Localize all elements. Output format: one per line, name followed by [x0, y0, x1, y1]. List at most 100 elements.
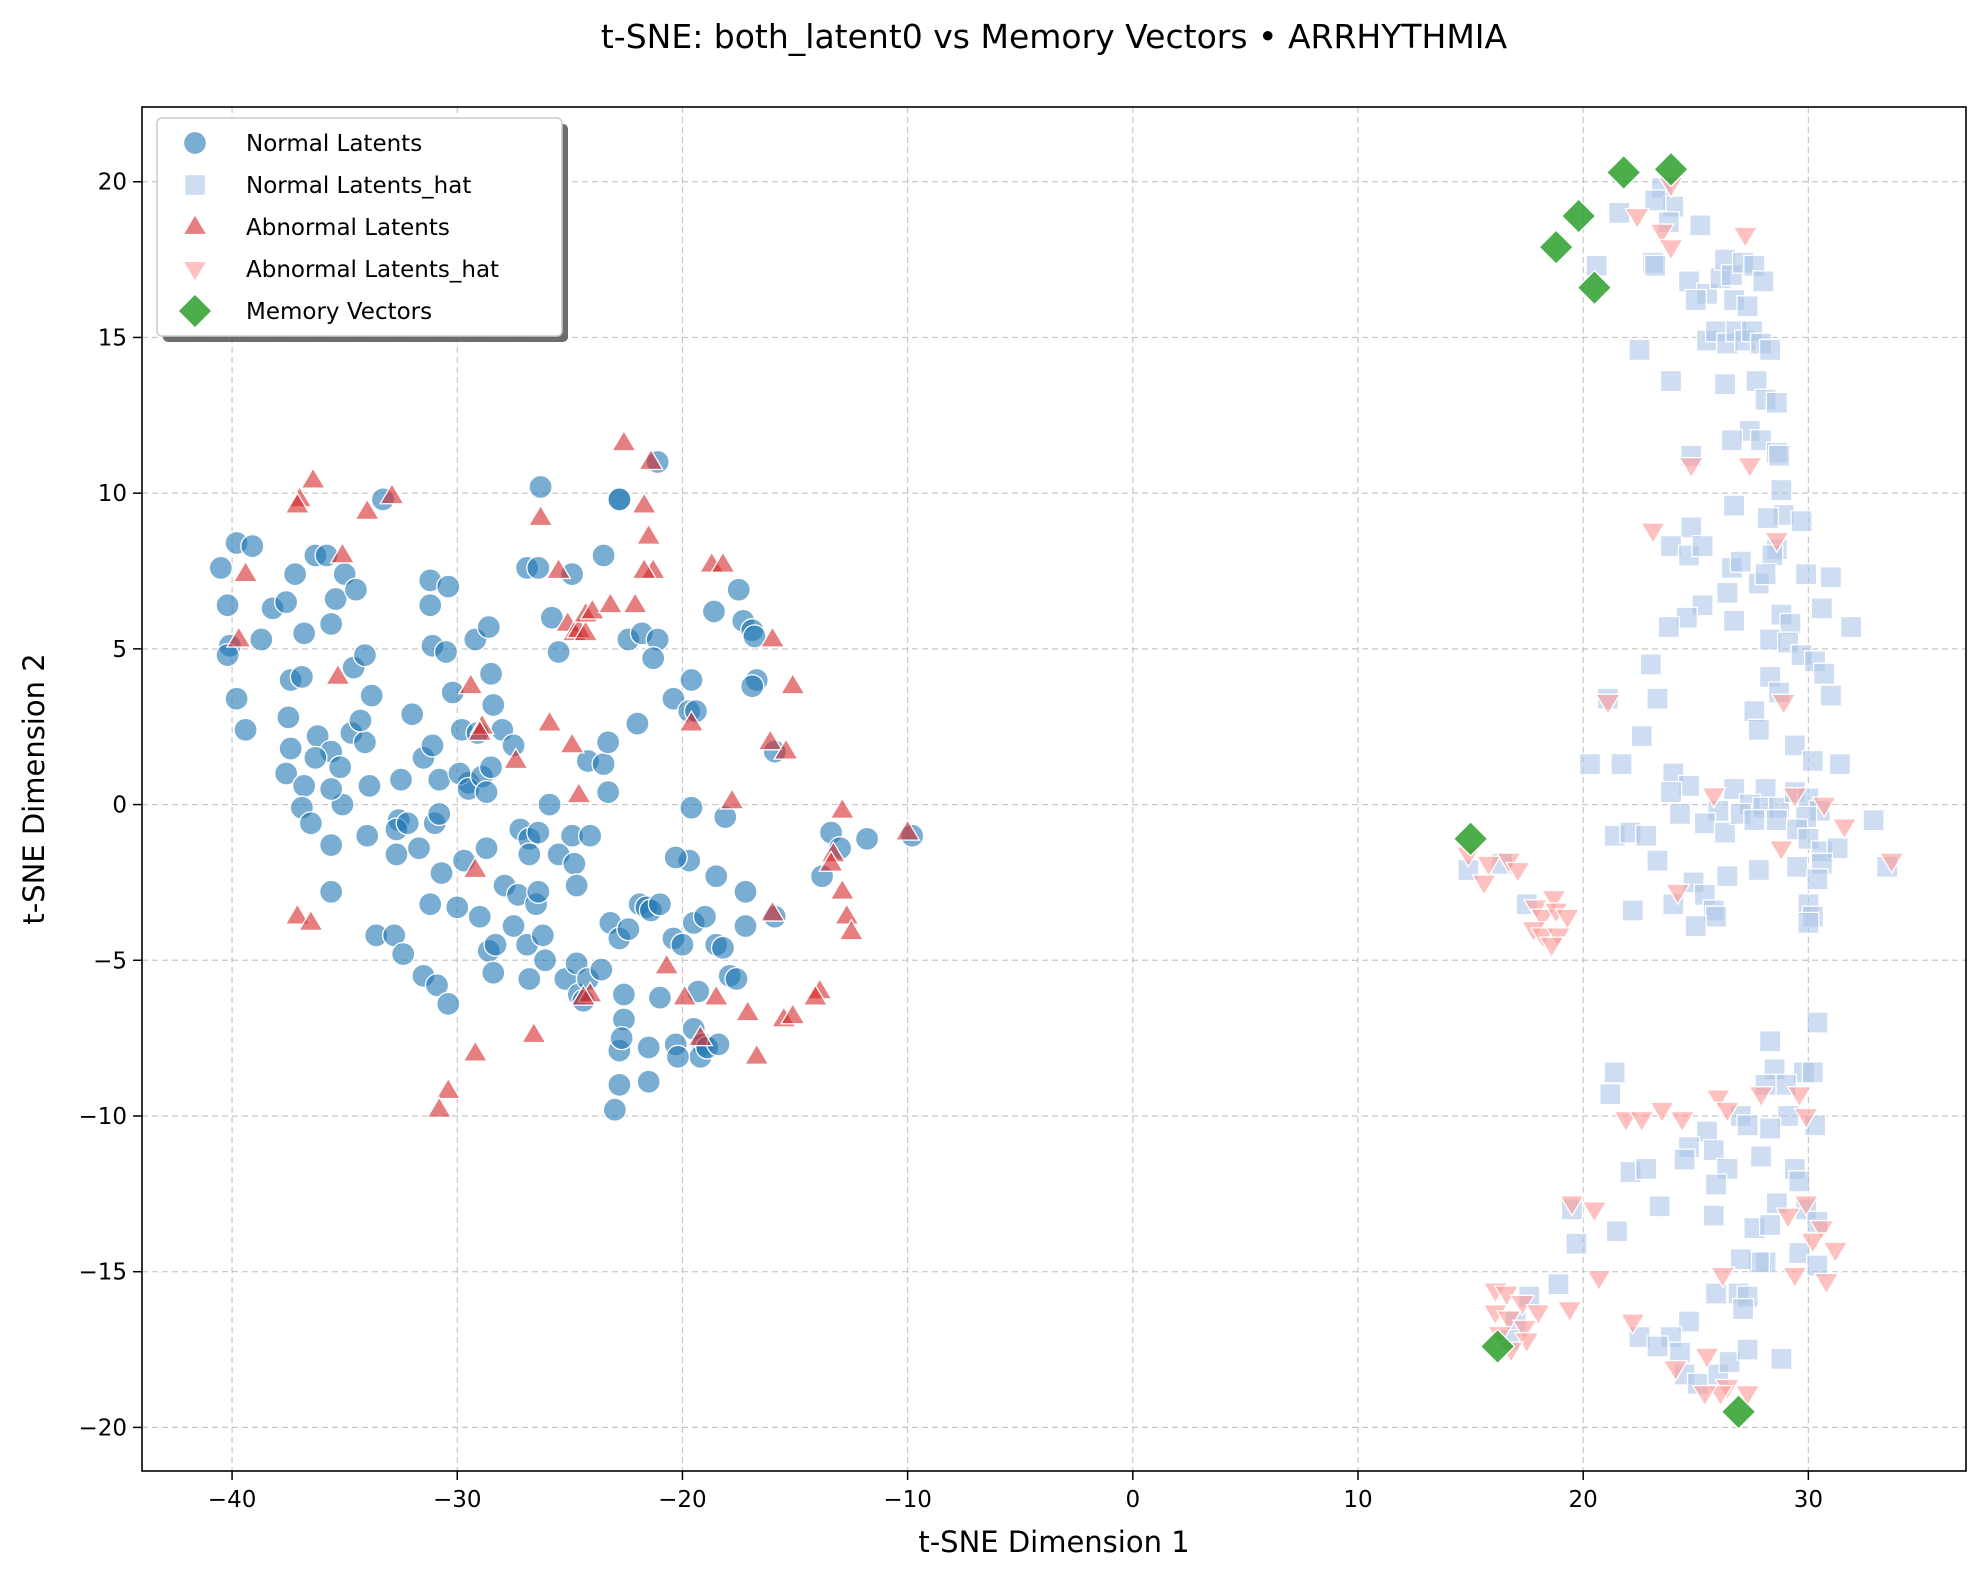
abnormal-latents-hat-point — [1511, 1319, 1538, 1342]
normal-latents-hat-point — [1790, 510, 1813, 533]
normal-latents-hat-point — [1635, 824, 1658, 847]
normal-latents-hat-point — [1758, 338, 1782, 362]
abnormal-latents-hat-point — [1612, 1110, 1639, 1133]
abnormal-latents-hat-point — [1781, 1266, 1808, 1289]
abnormal-latents-point — [527, 504, 554, 527]
abnormal-latents-hat-point — [1639, 522, 1667, 545]
normal-latents-point — [704, 864, 729, 889]
memory-vectors-point — [1538, 229, 1575, 266]
abnormal-latents-hat-point — [1736, 456, 1763, 479]
normal-latents-point — [609, 1025, 634, 1051]
normal-latents-point — [319, 611, 344, 637]
abnormal-latents-point — [545, 557, 572, 580]
abnormal-latents-hat-point — [1662, 1360, 1689, 1383]
abnormal-latents-hat-point — [1648, 223, 1676, 246]
abnormal-latents-hat-point — [1734, 1384, 1761, 1407]
abnormal-latents-hat-point — [1669, 1110, 1696, 1133]
normal-latents-hat-point — [1693, 812, 1716, 835]
normal-latents-hat-point — [1797, 911, 1820, 935]
normal-latents-hat-point — [1718, 1350, 1741, 1374]
abnormal-latents-point — [703, 983, 730, 1006]
legend-label-memory-vectors: Memory Vectors — [246, 299, 432, 325]
abnormal-latents-point — [773, 737, 800, 760]
memory-vectors-point — [1720, 1393, 1757, 1430]
normal-latents-hat-point — [1743, 699, 1766, 723]
normal-latents-hat-point — [1806, 1254, 1829, 1277]
normal-latents-hat-point — [1668, 1341, 1692, 1364]
abnormal-latents-point — [833, 902, 860, 925]
memory-vectors-point — [1653, 151, 1689, 188]
abnormal-latents-hat-point — [1813, 1272, 1840, 1295]
abnormal-latents-point — [757, 728, 784, 751]
abnormal-latents-hat-point — [1538, 936, 1565, 959]
normal-latents-hat-point — [1812, 662, 1836, 685]
abnormal-latents-point — [297, 909, 324, 932]
legend-marker-memory-vectors — [177, 293, 213, 329]
normal-latents-hat-point — [1770, 478, 1793, 502]
abnormal-latents-point — [579, 597, 606, 620]
normal-latents-hat-point — [1673, 1148, 1696, 1171]
abnormal-latents-hat-point — [1594, 693, 1621, 716]
x-tick-label: −10 — [883, 1487, 932, 1513]
normal-latents-hat-point — [1745, 369, 1768, 393]
abnormal-latents-point — [718, 787, 746, 810]
legend-marker-normal-latents-hat — [183, 173, 207, 197]
normal-latents-hat-point — [1639, 653, 1662, 676]
normal-latents-hat-point — [1635, 1157, 1658, 1181]
normal-latents-point — [278, 736, 303, 761]
normal-latents-point — [517, 842, 542, 867]
abnormal-latents-hat-point — [1770, 693, 1797, 716]
abnormal-latents-point — [232, 560, 259, 583]
abnormal-latents-hat-point — [1525, 1304, 1552, 1326]
normal-latents-hat-point — [1704, 1282, 1728, 1305]
abnormal-latents-point — [637, 448, 664, 471]
normal-latents-hat-point — [1794, 562, 1818, 586]
normal-latents-point — [692, 904, 718, 929]
x-tick-label: 20 — [1569, 1487, 1598, 1513]
abnormal-latents-hat-point — [1732, 226, 1759, 249]
normal-latents-hat-point — [1646, 687, 1669, 710]
abnormal-latents-point — [743, 1043, 770, 1065]
normal-latents-point — [395, 811, 420, 836]
abnormal-latents-point — [687, 1024, 714, 1047]
normal-latents-point — [526, 820, 551, 845]
abnormal-latents-point — [610, 429, 637, 452]
y-tick-label: −20 — [78, 1415, 127, 1441]
plot-frame — [141, 106, 1967, 1472]
normal-latents-point — [273, 761, 299, 786]
normal-latents-hat-point — [1729, 550, 1752, 573]
legend-label-abnormal-latents-hat: Abnormal Latents_hat — [246, 257, 499, 283]
normal-latents-point — [357, 773, 382, 799]
normal-latents-hat-point — [1680, 516, 1703, 539]
abnormal-latents-point — [502, 747, 529, 770]
normal-latents-hat-point — [1862, 808, 1885, 832]
y-tick-label: −5 — [93, 948, 127, 974]
memory-vectors-point — [1479, 1328, 1516, 1365]
abnormal-latents-hat-point — [1678, 456, 1705, 479]
normal-latents-point — [436, 574, 461, 599]
normal-latents-hat-point — [1819, 684, 1843, 707]
y-tick-label: 0 — [112, 793, 127, 819]
y-tick-label: 10 — [98, 481, 127, 507]
normal-latents-point — [724, 966, 749, 992]
normal-latents-point — [562, 851, 587, 876]
normal-latents-point — [276, 705, 301, 730]
abnormal-latents-hat-point — [1664, 883, 1691, 906]
normal-latents-hat-point — [1657, 615, 1680, 639]
normal-latents-point — [595, 730, 621, 755]
normal-latents-hat-point — [1819, 566, 1843, 589]
normal-latents-point — [303, 745, 328, 771]
normal-latents-hat-point — [1806, 868, 1829, 891]
normal-latents-point — [282, 561, 308, 587]
normal-latents-point — [424, 973, 450, 998]
abnormal-latents-hat-point — [1793, 1107, 1820, 1130]
normal-latents-hat-point — [1716, 581, 1739, 604]
abnormal-latents-point — [818, 849, 845, 872]
normal-latents-point — [418, 892, 443, 917]
normal-latents-point — [665, 1044, 691, 1069]
normal-latents-hat-point — [1628, 338, 1651, 362]
abnormal-latents-hat-point — [1581, 1201, 1608, 1224]
memory-vectors-point — [1576, 269, 1613, 306]
abnormal-latents-hat-point — [1793, 1195, 1820, 1217]
normal-latents-point — [740, 674, 765, 699]
